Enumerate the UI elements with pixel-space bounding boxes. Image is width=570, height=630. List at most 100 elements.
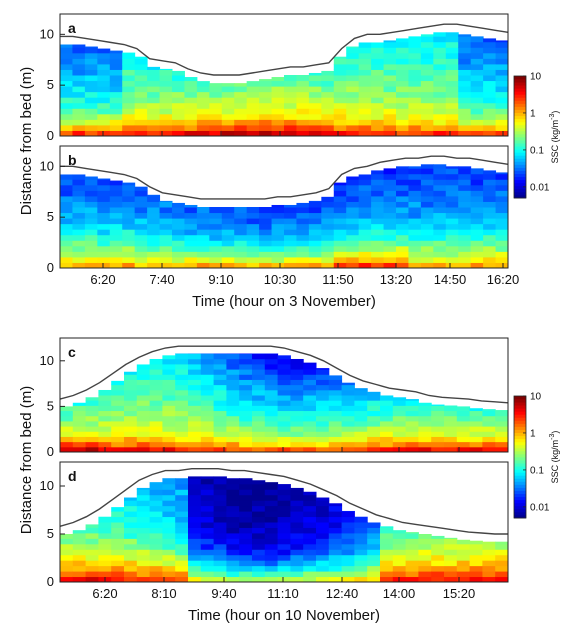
colorbar-swatch <box>514 194 526 199</box>
heatmap-cell <box>383 52 397 59</box>
heatmap-cell <box>469 426 483 432</box>
heatmap-cell <box>97 119 111 126</box>
heatmap-cell <box>184 124 198 131</box>
heatmap-cell <box>175 538 189 545</box>
heatmap-cell <box>259 102 273 109</box>
heatmap-cell <box>333 119 347 126</box>
heatmap-cell <box>296 108 310 115</box>
heatmap-cell <box>495 420 509 427</box>
heatmap-cell <box>420 207 434 214</box>
heatmap-cell <box>175 494 189 501</box>
heatmap-cell <box>184 77 198 82</box>
heatmap-cell <box>84 113 98 120</box>
heatmap-cell <box>184 130 198 137</box>
heatmap-cell <box>470 108 484 115</box>
heatmap-cell <box>84 130 98 137</box>
heatmap-cell <box>162 500 176 507</box>
heatmap-cell <box>354 543 368 550</box>
heatmap-cell <box>159 251 173 258</box>
x-tick-label: 16:20 <box>487 272 520 287</box>
heatmap-cell <box>271 80 285 87</box>
heatmap-cell <box>458 34 472 37</box>
heatmap-cell <box>122 182 136 186</box>
heatmap-cell <box>98 543 112 550</box>
heatmap-cell <box>162 405 176 412</box>
heatmap-cell <box>213 389 227 396</box>
heatmap-cell <box>420 164 434 169</box>
heatmap-cell <box>175 369 189 375</box>
colorbar-swatch <box>514 188 526 193</box>
heatmap-cell <box>469 431 483 437</box>
heatmap-cell <box>469 565 483 572</box>
heatmap-cell <box>371 91 385 98</box>
heatmap-cell <box>284 218 297 225</box>
heatmap-cell <box>444 405 458 412</box>
heatmap-cell <box>149 400 163 406</box>
heatmap-cell <box>196 212 210 219</box>
heatmap-cell <box>358 190 372 197</box>
heatmap-cell <box>97 190 111 197</box>
heatmap-cell <box>433 130 447 137</box>
heatmap-cell <box>420 251 434 258</box>
heatmap-cell <box>495 543 509 550</box>
colorbar-swatch <box>514 417 526 421</box>
heatmap-cell <box>383 58 397 65</box>
heatmap-cell <box>85 532 99 539</box>
heatmap-cell <box>200 478 215 485</box>
heatmap-cell <box>458 130 472 137</box>
heatmap-cell <box>226 446 240 453</box>
heatmap-cell <box>482 549 496 556</box>
heatmap-cell <box>209 86 223 93</box>
heatmap-cell <box>124 527 138 534</box>
heatmap-cell <box>97 48 111 54</box>
water-surface-line <box>59 345 509 404</box>
heatmap-cell <box>84 58 98 65</box>
heatmap-cell <box>367 538 381 545</box>
heatmap-cell <box>420 234 434 241</box>
colorbar-swatch <box>514 130 526 135</box>
heatmap-cell <box>277 446 291 453</box>
heatmap-cell <box>371 251 385 258</box>
heatmap-cell <box>483 207 497 214</box>
heatmap-cell <box>277 436 291 443</box>
heatmap-cell <box>149 538 163 545</box>
heatmap-cell <box>184 86 198 93</box>
heatmap-cell <box>358 47 372 54</box>
heatmap-cell <box>346 108 360 115</box>
heatmap-cell <box>259 234 273 241</box>
heatmap-cell <box>495 554 509 561</box>
heatmap-cell <box>367 532 381 539</box>
heatmap-cell <box>213 560 227 567</box>
heatmap-cell <box>290 543 304 550</box>
heatmap-cell <box>483 245 497 252</box>
heatmap-cell <box>367 554 381 561</box>
heatmap-cell <box>124 431 138 437</box>
heatmap-cell <box>458 218 472 225</box>
heatmap-cell <box>433 229 447 236</box>
heatmap-cell <box>252 538 266 545</box>
heatmap-cell <box>341 571 355 578</box>
heatmap-cell <box>333 223 347 230</box>
heatmap-cell <box>149 560 163 567</box>
heatmap-cell <box>213 384 227 391</box>
heatmap-cell <box>328 405 343 412</box>
heatmap-cell <box>221 218 235 225</box>
heatmap-cell <box>420 173 434 180</box>
heatmap-cell <box>431 426 445 432</box>
heatmap-cell <box>290 395 304 401</box>
heatmap-cell <box>111 384 125 391</box>
heatmap-cell <box>396 184 409 191</box>
heatmap-cell <box>321 256 335 263</box>
heatmap-cell <box>221 124 235 131</box>
heatmap-cell <box>408 130 422 137</box>
heatmap-cell <box>380 426 394 432</box>
heatmap-cell <box>239 532 253 539</box>
heatmap-cell <box>383 130 397 137</box>
colorbar-swatch <box>514 82 526 86</box>
heatmap-cell <box>98 560 112 567</box>
heatmap-cell <box>271 223 285 230</box>
heatmap-cell <box>188 389 202 396</box>
heatmap-cell <box>200 441 215 448</box>
heatmap-cell <box>420 102 434 109</box>
heatmap-cell <box>316 420 330 427</box>
